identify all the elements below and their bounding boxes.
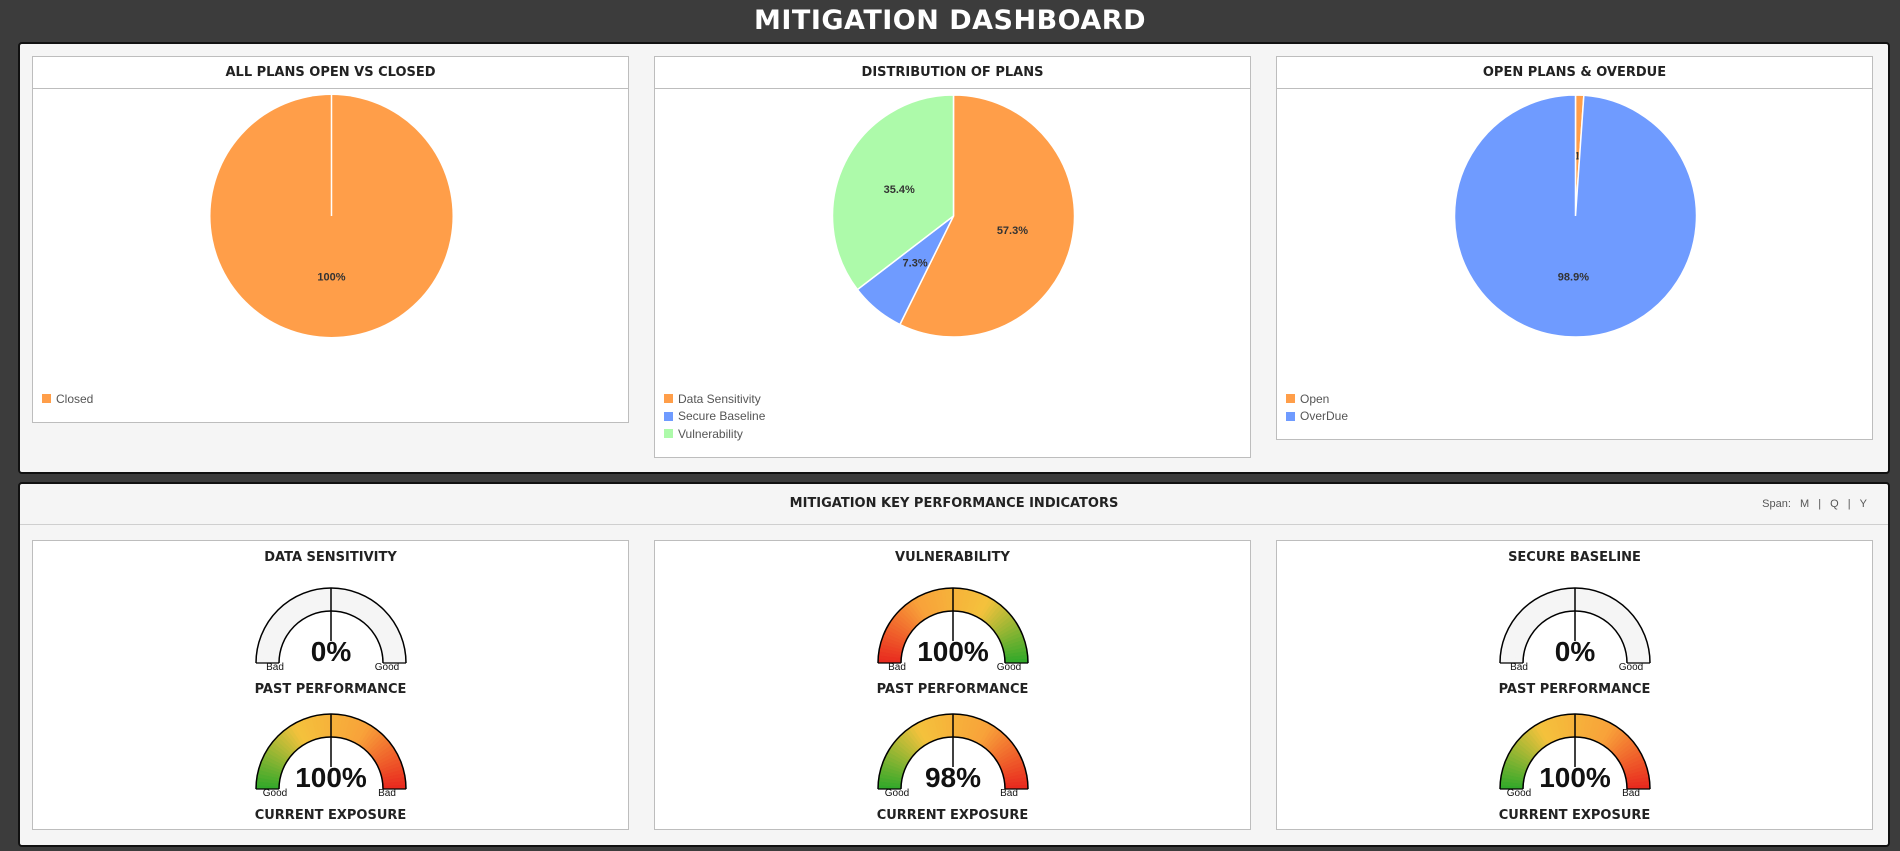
legend-label: Data Sensitivity xyxy=(678,391,761,406)
gauge-value: 0% xyxy=(1555,636,1596,667)
gauge-value: 100% xyxy=(917,636,989,667)
gauge-left-label: Good xyxy=(1507,788,1531,797)
charts-section: ALL PLANS OPEN VS CLOSED 100% Closed DIS… xyxy=(18,42,1890,474)
past-performance-gauge: 0% Bad Good xyxy=(1499,587,1651,671)
current-exposure-gauge: 98% Good Bad xyxy=(877,713,1029,797)
current-exposure-gauge: 100% Good Bad xyxy=(255,713,407,797)
kpi-panel-title: VULNERABILITY xyxy=(895,550,1010,565)
chart-legend: Closed xyxy=(42,390,93,408)
gauge-right-label: Bad xyxy=(378,788,396,797)
chart-legend: Open OverDue xyxy=(1286,390,1348,425)
pie-slice-vulnerability[interactable] xyxy=(831,94,955,291)
pie-panel-title: OPEN PLANS & OVERDUE xyxy=(1277,57,1872,89)
span-separator: | xyxy=(1847,498,1851,510)
pie-chart-distribution[interactable]: 57.3% 7.3% 35.4% xyxy=(655,88,1252,388)
legend-label: Vulnerability xyxy=(678,426,743,441)
legend-label: Open xyxy=(1300,391,1330,406)
legend-swatch xyxy=(1286,411,1295,421)
pie-panel-title: ALL PLANS OPEN VS CLOSED xyxy=(33,57,628,89)
legend-label: Secure Baseline xyxy=(678,409,766,424)
legend-label: Closed xyxy=(56,391,94,406)
current-exposure-label: CURRENT EXPOSURE xyxy=(254,808,407,823)
kpi-panel-title: SECURE BASELINE xyxy=(1508,550,1641,565)
kpi-section-title: MITIGATION KEY PERFORMANCE INDICATORS xyxy=(20,484,1888,525)
gauge-value: 100% xyxy=(295,762,367,793)
gauge-value: 100% xyxy=(1539,762,1611,793)
legend-item-open[interactable]: Open xyxy=(1286,390,1348,408)
chart-legend: Data Sensitivity Secure Baseline Vulnerabi… xyxy=(664,390,765,443)
gauge-value: 0% xyxy=(311,636,352,667)
past-performance-gauge: 100% Bad Good xyxy=(877,587,1029,671)
pie-label-secure-baseline: 7.3% xyxy=(903,258,928,270)
gauge-left-label: Bad xyxy=(1510,662,1528,671)
pie-label-data-sensitivity: 57.3% xyxy=(997,225,1028,237)
kpi-panel-vulnerability: VULNERABILITY 100% Bad Good PAST PERFORMAN… xyxy=(654,540,1251,830)
gauge-left-label: Bad xyxy=(888,662,906,671)
gauge-right-label: Good xyxy=(997,662,1021,671)
pie-label-overdue: 98.9% xyxy=(1558,271,1589,283)
span-separator: | xyxy=(1818,498,1822,510)
past-performance-label: PAST PERFORMANCE xyxy=(876,682,1029,697)
pie-panel-open-closed: ALL PLANS OPEN VS CLOSED 100% Closed xyxy=(32,56,629,423)
legend-swatch xyxy=(664,429,673,439)
legend-item-data-sensitivity[interactable]: Data Sensitivity xyxy=(664,390,765,408)
pie-label-closed: 100% xyxy=(317,272,345,284)
gauge-left-label: Bad xyxy=(266,662,284,671)
past-performance-label: PAST PERFORMANCE xyxy=(254,682,407,697)
kpi-panel-data-sensitivity: DATA SENSITIVITY 0% Bad Good PAST PERFORMA… xyxy=(32,540,629,830)
kpi-section: MITIGATION KEY PERFORMANCE INDICATORS Sp… xyxy=(18,482,1890,847)
gauge-right-label: Bad xyxy=(1622,788,1640,797)
pie-slice-data-sensitivity[interactable] xyxy=(898,94,1076,338)
pie-panel-distribution: DISTRIBUTION OF PLANS 57.3% 7.3% 35.4% Dat… xyxy=(654,56,1251,458)
gauge-right-label: Good xyxy=(1619,662,1643,671)
gauge-right-label: Good xyxy=(375,662,399,671)
legend-swatch xyxy=(1286,394,1295,404)
past-performance-gauge: 0% Bad Good xyxy=(255,587,407,671)
span-option-month[interactable]: M xyxy=(1799,498,1810,510)
legend-swatch xyxy=(664,394,673,404)
kpi-panel-secure-baseline: SECURE BASELINE 0% Bad Good PAST PERFORMAN… xyxy=(1276,540,1873,830)
current-exposure-label: CURRENT EXPOSURE xyxy=(1498,808,1651,823)
past-performance-label: PAST PERFORMANCE xyxy=(1498,682,1651,697)
legend-item-secure-baseline[interactable]: Secure Baseline xyxy=(664,408,765,426)
span-selector: Span: M | Q | Y xyxy=(1759,484,1870,524)
legend-item-vulnerability[interactable]: Vulnerability xyxy=(664,425,765,443)
page-title: MITIGATION DASHBOARD xyxy=(753,5,1146,36)
legend-swatch xyxy=(42,394,51,404)
span-option-quarter[interactable]: Q xyxy=(1830,498,1839,510)
gauge-left-label: Good xyxy=(263,788,287,797)
pie-chart-open-overdue[interactable]: 1.1%98.9% xyxy=(1277,88,1874,388)
pie-panel-title: DISTRIBUTION OF PLANS xyxy=(655,57,1250,89)
pie-chart-open-closed[interactable]: 100% xyxy=(33,88,630,424)
span-label: Span: xyxy=(1762,498,1791,510)
legend-item-closed[interactable]: Closed xyxy=(42,390,93,408)
gauge-left-label: Good xyxy=(885,788,909,797)
gauge-right-label: Bad xyxy=(1000,788,1018,797)
pie-panel-open-overdue: OPEN PLANS & OVERDUE 1.1% 98.9% Open OverD… xyxy=(1276,56,1873,440)
legend-label: OverDue xyxy=(1300,409,1349,424)
kpi-panel-title: DATA SENSITIVITY xyxy=(264,550,397,565)
legend-swatch xyxy=(664,411,673,421)
current-exposure-gauge: 100% Good Bad xyxy=(1499,713,1651,797)
legend-item-overdue[interactable]: OverDue xyxy=(1286,408,1348,426)
current-exposure-label: CURRENT EXPOSURE xyxy=(876,808,1029,823)
gauge-value: 98% xyxy=(925,762,981,793)
pie-label-vulnerability: 35.4% xyxy=(884,184,915,196)
pie-slice-overdue[interactable] xyxy=(1453,94,1698,338)
span-option-year[interactable]: Y xyxy=(1859,498,1867,510)
